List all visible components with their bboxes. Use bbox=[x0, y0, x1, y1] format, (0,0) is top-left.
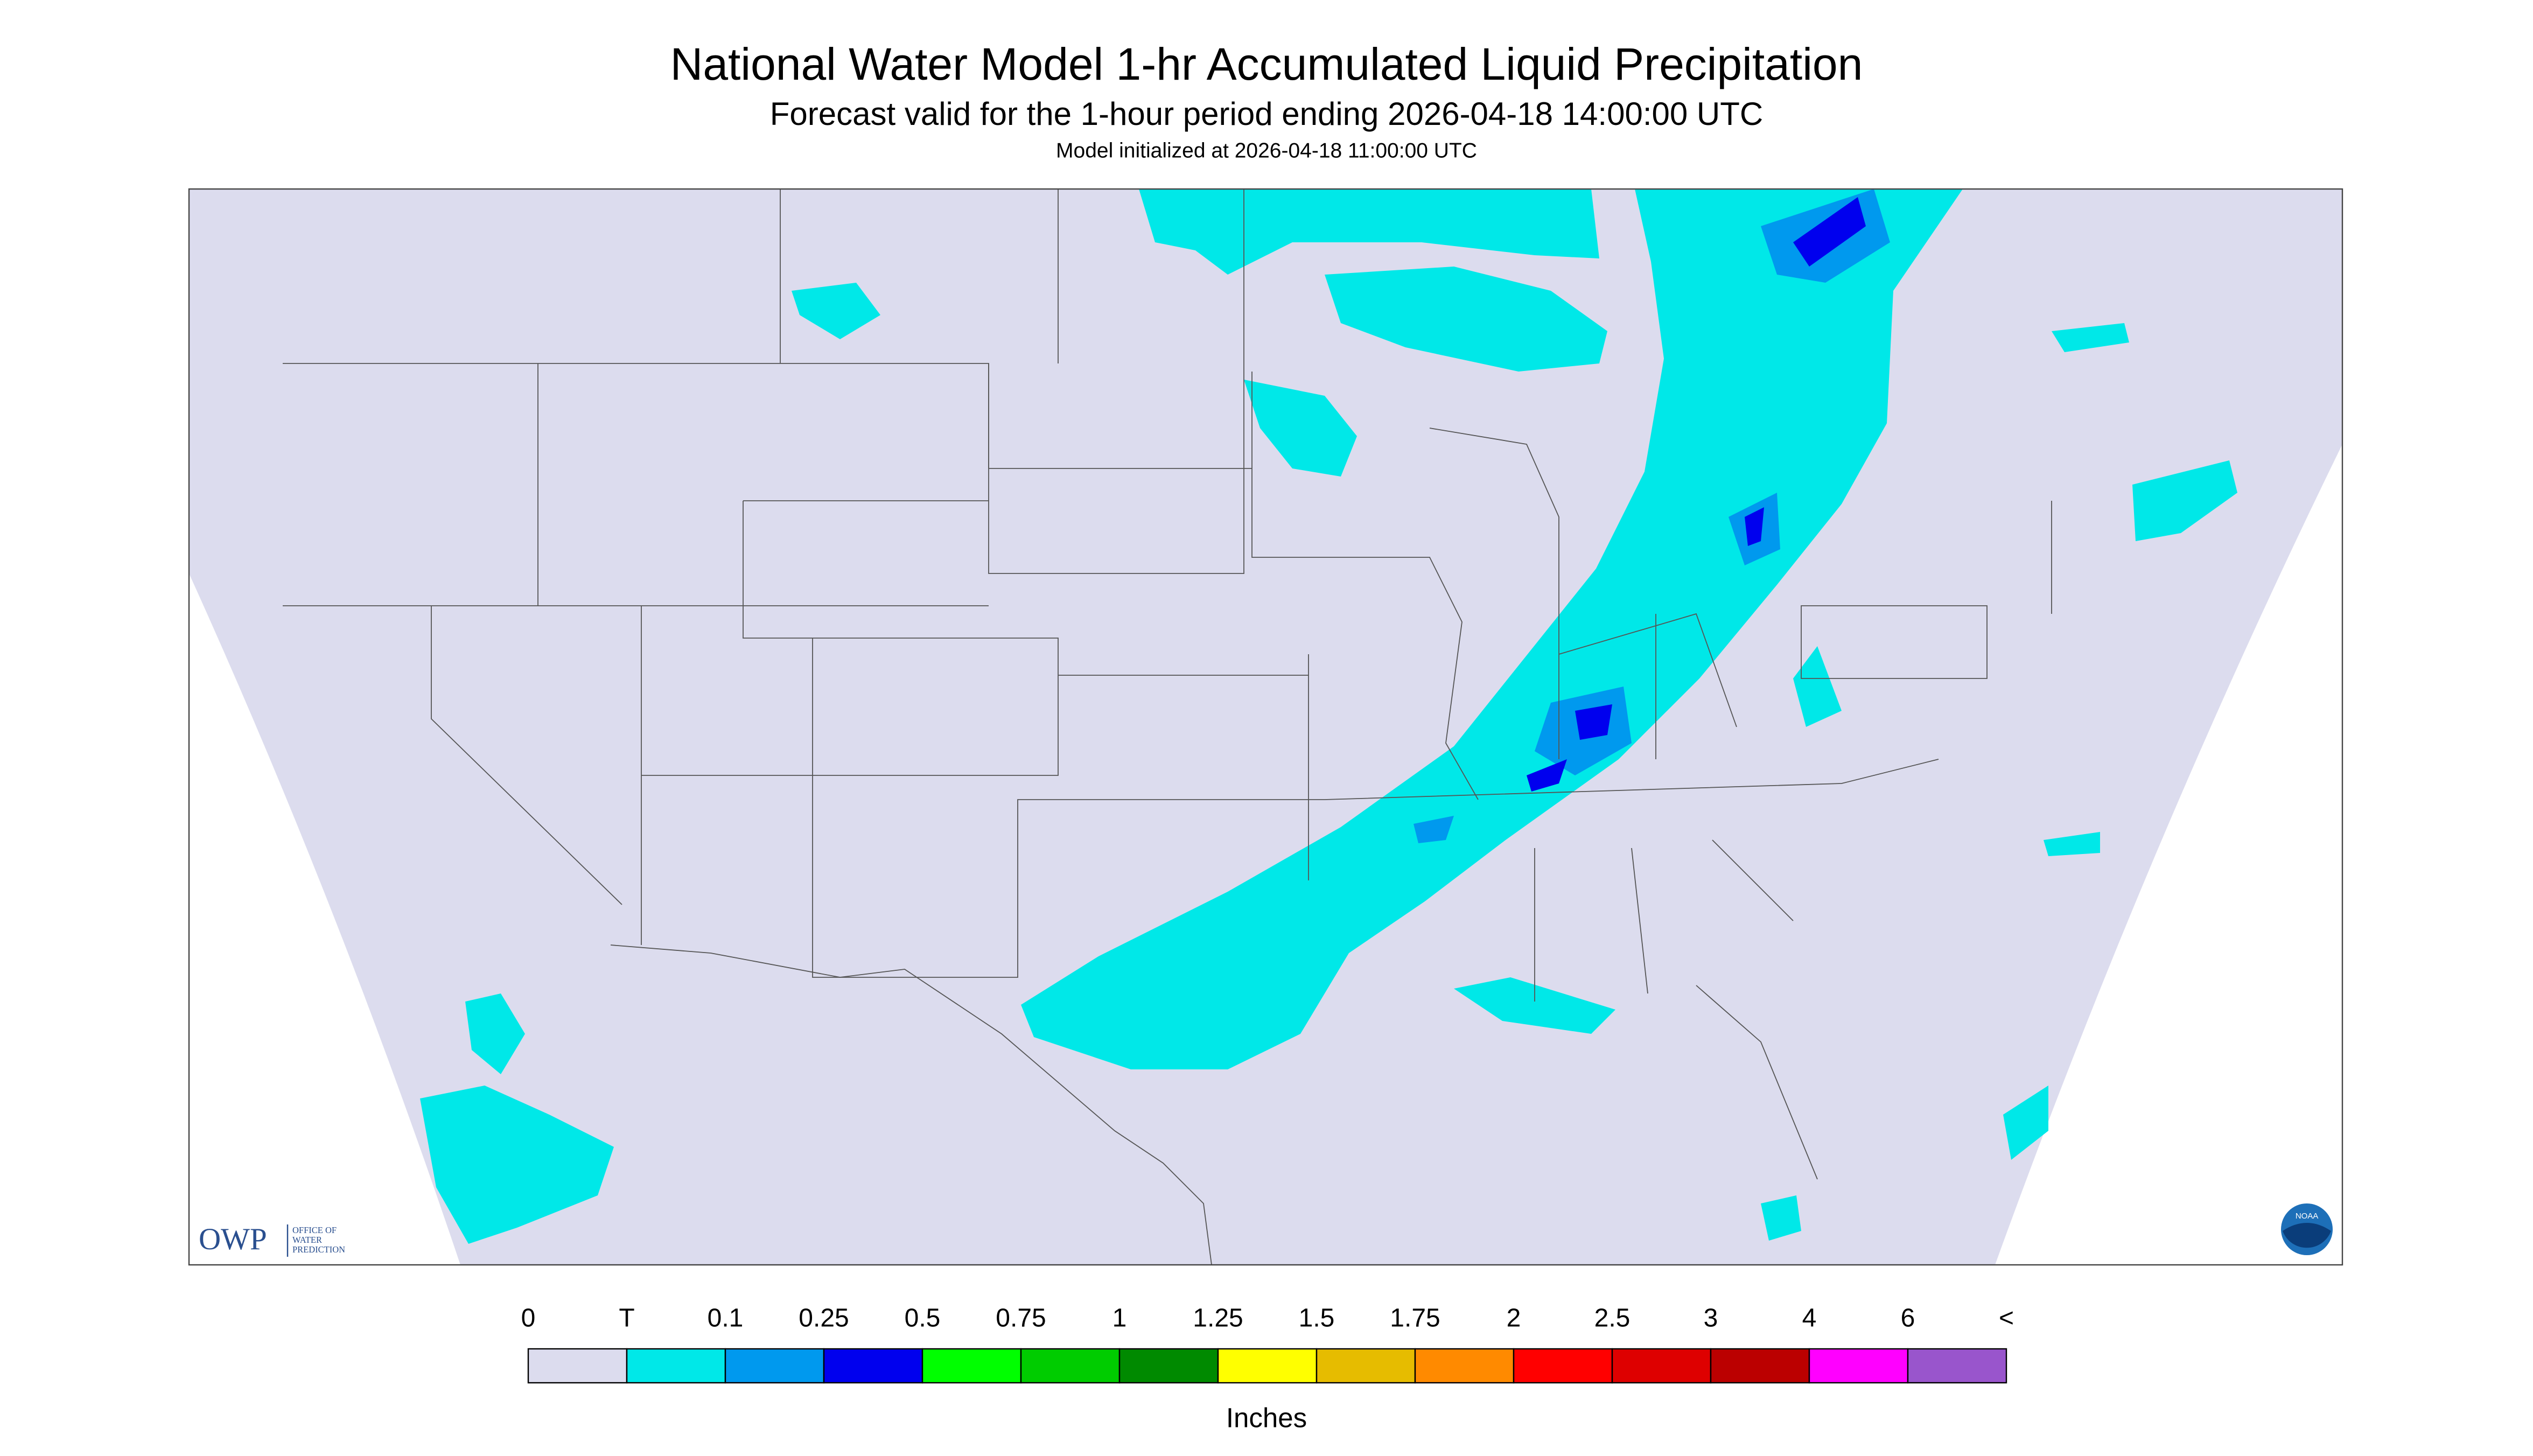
noaa-logo: NOAA bbox=[2281, 1203, 2333, 1256]
legend-label: 2 bbox=[1507, 1304, 1521, 1333]
logo-text: PREDICTION bbox=[292, 1244, 345, 1255]
legend-label: 1.5 bbox=[1299, 1304, 1335, 1333]
legend-swatch bbox=[1414, 1348, 1515, 1384]
legend-label: 0.75 bbox=[996, 1304, 1046, 1333]
title: National Water Model 1-hr Accumulated Li… bbox=[670, 39, 1863, 89]
legend: 0 T 0.1 0.25 0.5 0.75 1 1.25 1.5 1.75 2 2.5 3 4 6 < bbox=[521, 1304, 2014, 1384]
legend-swatch bbox=[1808, 1348, 1909, 1384]
legend-swatch bbox=[1513, 1348, 1613, 1384]
legend-label: 1.25 bbox=[1193, 1304, 1243, 1333]
legend-label: 4 bbox=[1802, 1304, 1817, 1333]
subtitle: Forecast valid for the 1-hour period end… bbox=[770, 96, 1763, 132]
legend-label: T bbox=[619, 1304, 634, 1333]
map-background bbox=[189, 189, 2342, 1265]
projection-edge bbox=[1995, 444, 2342, 1265]
legend-label: 1 bbox=[1112, 1304, 1127, 1333]
legend-label: 3 bbox=[1704, 1304, 1718, 1333]
noaa-text: NOAA bbox=[2296, 1212, 2319, 1221]
legend-label: 0.5 bbox=[905, 1304, 941, 1333]
legend-label: 0 bbox=[521, 1304, 536, 1333]
precip-area bbox=[1527, 197, 1866, 792]
state-borders bbox=[283, 189, 2052, 1180]
border bbox=[610, 944, 1212, 1265]
legend-swatch bbox=[921, 1348, 1022, 1384]
legend-swatch bbox=[527, 1348, 628, 1384]
init-note: Model initialized at 2026-04-18 11:00:00… bbox=[1056, 139, 1477, 162]
legend-label: 0.25 bbox=[799, 1304, 849, 1333]
legend-swatch bbox=[1710, 1348, 1810, 1384]
precip-area bbox=[420, 189, 2237, 1244]
legend-swatch bbox=[823, 1348, 923, 1384]
legend-swatch bbox=[1611, 1348, 1712, 1384]
legend-units: Inches bbox=[1226, 1402, 1307, 1433]
legend-label: 6 bbox=[1901, 1304, 1915, 1333]
legend-swatch bbox=[1316, 1348, 1416, 1384]
legend-swatch bbox=[1907, 1348, 2007, 1384]
logo-mark: OWP bbox=[199, 1222, 267, 1256]
owp-logo: OWP OFFICE OF WATER PREDICTION bbox=[199, 1222, 345, 1257]
logo-text: OFFICE OF bbox=[292, 1225, 337, 1235]
legend-swatch bbox=[724, 1348, 825, 1384]
legend-swatch bbox=[1020, 1348, 1121, 1384]
legend-swatch bbox=[1118, 1348, 1219, 1384]
map-frame bbox=[188, 188, 2343, 1266]
legend-swatch bbox=[1217, 1348, 1318, 1384]
logo-text: WATER bbox=[292, 1235, 322, 1245]
map bbox=[188, 188, 2343, 1266]
legend-label: 2.5 bbox=[1594, 1304, 1631, 1333]
legend-swatch bbox=[626, 1348, 726, 1384]
legend-label: 0.1 bbox=[708, 1304, 744, 1333]
noaa-wave bbox=[2283, 1223, 2331, 1248]
legend-label: 1.75 bbox=[1390, 1304, 1440, 1333]
legend-label: < bbox=[1999, 1304, 2014, 1333]
projection-edge bbox=[189, 573, 460, 1265]
